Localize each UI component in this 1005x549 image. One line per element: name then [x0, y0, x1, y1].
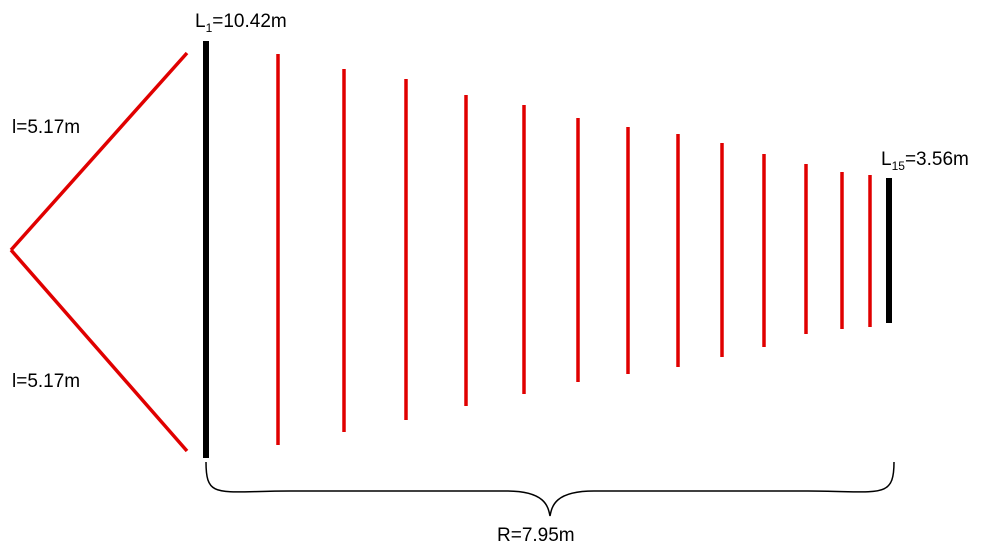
- radius-label: R=7.95m: [497, 525, 575, 546]
- first-element-label: L1=10.42m: [195, 11, 287, 35]
- length-label-lower: l=5.17m: [12, 371, 80, 392]
- feed-wires: [9, 51, 189, 453]
- upper-feed-wire: [9, 51, 189, 252]
- radius-brace: [205, 461, 895, 517]
- intermediate-elements: [276, 54, 872, 445]
- last-element-label: L15=3.56m: [881, 149, 969, 173]
- lower-feed-wire: [9, 248, 189, 453]
- length-label-upper: l=5.17m: [12, 117, 80, 138]
